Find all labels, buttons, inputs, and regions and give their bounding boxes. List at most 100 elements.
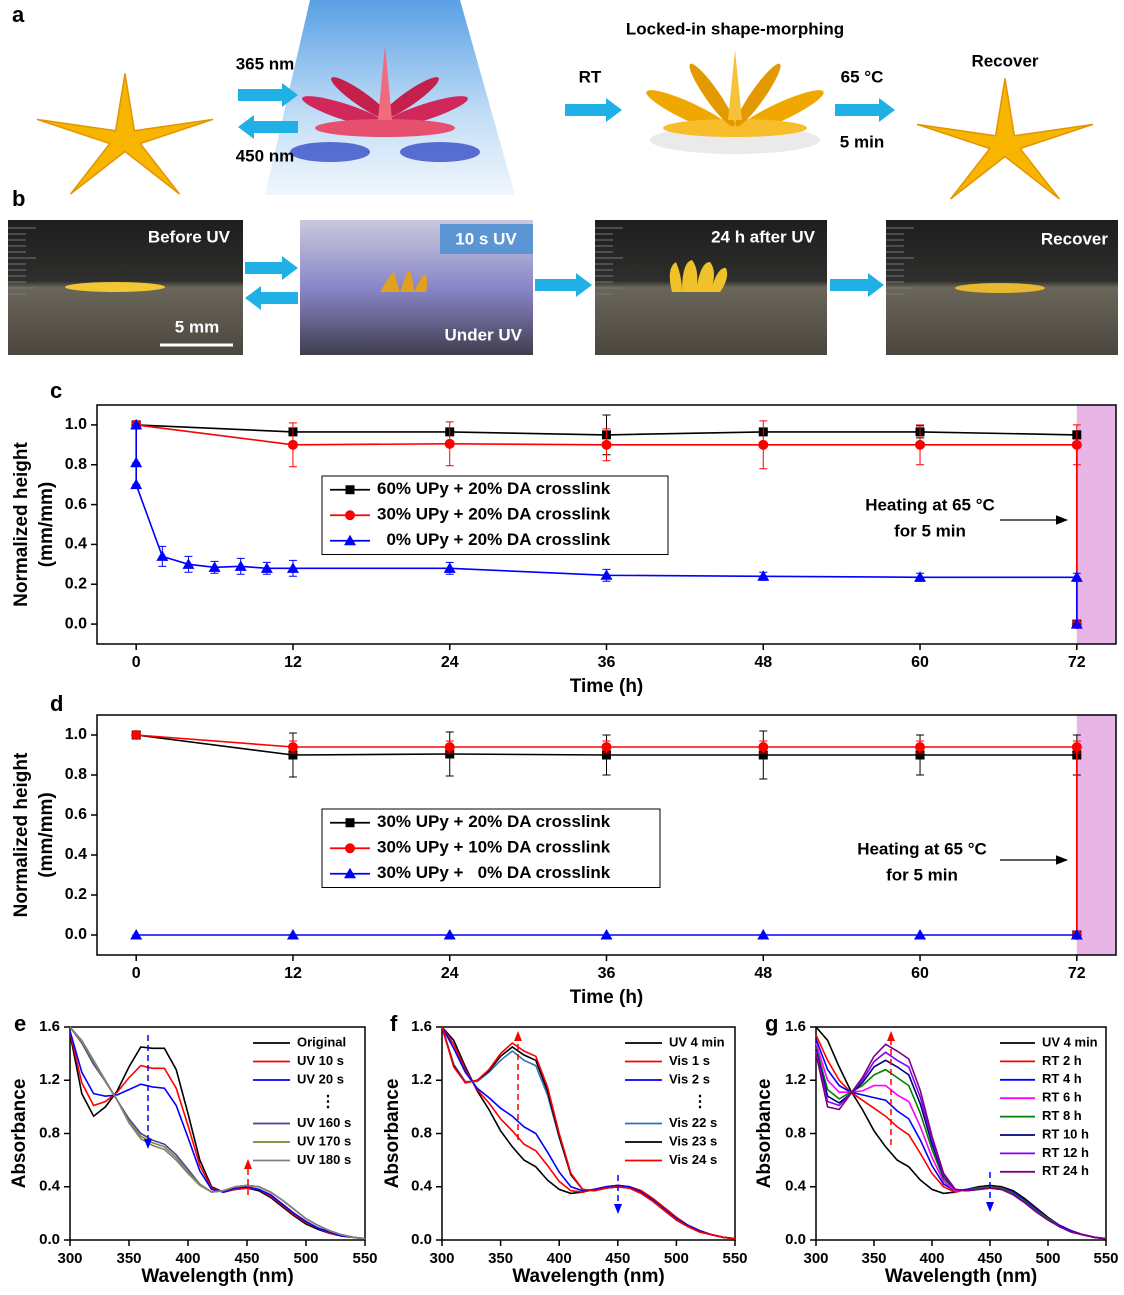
legend-ellipsis: ⋮ — [320, 1094, 336, 1111]
photo-label: Before UV — [148, 227, 231, 246]
x-tick-label: 550 — [1093, 1250, 1118, 1267]
y-tick-label: 0.4 — [65, 536, 87, 553]
y-tick-label: 0.4 — [39, 1178, 61, 1195]
y-axis-title: Normalized height — [11, 752, 32, 917]
legend-label: UV 170 s — [297, 1133, 351, 1148]
panel-label: b — [12, 186, 25, 211]
x-tick-label: 12 — [284, 654, 302, 671]
y-tick-label: 1.2 — [785, 1071, 806, 1088]
y-tick-label: 0.0 — [65, 926, 87, 943]
annotation: for 5 min — [886, 865, 958, 884]
y-tick-label: 0.4 — [65, 846, 87, 863]
condition-label: 65 °C — [841, 67, 884, 86]
legend-label: UV 160 s — [297, 1115, 351, 1130]
process-arrow — [830, 273, 884, 297]
y-tick-label: 0.0 — [411, 1231, 432, 1248]
panel-label: f — [390, 1011, 398, 1036]
x-tick-label: 500 — [293, 1250, 318, 1267]
data-point — [758, 440, 768, 450]
annotation: Heating at 65 °C — [857, 839, 987, 858]
x-tick-label: 60 — [911, 965, 929, 982]
panel-label: a — [12, 2, 25, 27]
heating-region — [1077, 715, 1116, 955]
x-tick-label: 72 — [1068, 654, 1086, 671]
legend-label: RT 24 h — [1042, 1163, 1089, 1178]
panel-label: c — [50, 378, 62, 403]
x-tick-label: 450 — [977, 1250, 1002, 1267]
x-tick-label: 350 — [488, 1250, 513, 1267]
process-arrow — [535, 273, 592, 297]
y-axis-title: Absorbance — [382, 1079, 403, 1189]
x-tick-label: 36 — [598, 654, 616, 671]
annotation: Heating at 65 °C — [865, 495, 995, 514]
panel-label: d — [50, 691, 63, 716]
legend-marker — [345, 510, 355, 520]
x-tick-label: 400 — [919, 1250, 944, 1267]
x-tick-label: 0 — [132, 965, 141, 982]
x-tick-label: 12 — [284, 965, 302, 982]
legend-label: 30% UPy + 20% DA crosslink — [377, 505, 611, 524]
legend-marker — [345, 843, 355, 853]
figure: a 365 nm 450 nm Locked-in shape-morphing… — [0, 0, 1124, 1295]
sample — [955, 283, 1045, 293]
y-tick-label: 0.2 — [65, 886, 87, 903]
data-point — [235, 560, 247, 571]
data-point — [288, 440, 298, 450]
data-point — [1072, 742, 1082, 752]
x-tick-label: 36 — [598, 965, 616, 982]
legend-label: RT 8 h — [1042, 1108, 1082, 1123]
y-tick-label: 0.8 — [65, 766, 87, 783]
legend-label: UV 4 min — [1042, 1034, 1098, 1049]
process-arrow — [245, 286, 298, 310]
legend-label: RT 12 h — [1042, 1145, 1089, 1160]
x-axis-title: Wavelength (nm) — [141, 1266, 293, 1287]
photo-label: Under UV — [445, 325, 523, 344]
photo-label: 24 h after UV — [711, 227, 816, 246]
x-tick-label: 500 — [1035, 1250, 1060, 1267]
legend-label: RT 6 h — [1042, 1090, 1082, 1105]
sample — [65, 282, 165, 292]
x-tick-label: 350 — [861, 1250, 886, 1267]
wavelength-label: 365 nm — [236, 54, 295, 73]
x-tick-label: 24 — [441, 654, 459, 671]
x-tick-label: 400 — [175, 1250, 200, 1267]
y-axis-title: Absorbance — [754, 1079, 775, 1189]
panel-label: e — [14, 1011, 26, 1036]
x-tick-label: 300 — [429, 1250, 454, 1267]
data-point — [130, 479, 142, 490]
trend-arrowhead — [986, 1202, 994, 1212]
y-axis-title: Normalized height — [11, 441, 32, 606]
x-tick-label: 300 — [57, 1250, 82, 1267]
x-tick-label: 300 — [803, 1250, 828, 1267]
x-tick-label: 0 — [132, 654, 141, 671]
annotation: for 5 min — [894, 521, 966, 540]
trend-arrowhead — [244, 1159, 252, 1169]
legend-label: Vis 22 s — [669, 1115, 717, 1130]
condition-label: RT — [579, 67, 602, 86]
shadow — [290, 142, 370, 162]
heating-region — [1077, 405, 1116, 644]
trend-arrowhead — [887, 1031, 895, 1041]
legend-label: 60% UPy + 20% DA crosslink — [377, 479, 611, 498]
process-arrow — [835, 98, 895, 122]
y-tick-label: 0.8 — [39, 1124, 60, 1141]
y-axis-title: (mm/mm) — [36, 482, 57, 568]
y-tick-label: 0.0 — [39, 1231, 60, 1248]
x-tick-label: 48 — [754, 654, 772, 671]
legend-marker — [346, 485, 355, 494]
y-tick-label: 1.2 — [39, 1071, 60, 1088]
legend-label: RT 4 h — [1042, 1071, 1082, 1086]
data-point — [758, 742, 768, 752]
y-tick-label: 1.6 — [39, 1018, 60, 1035]
shadow — [400, 142, 480, 162]
y-tick-label: 1.2 — [411, 1071, 432, 1088]
process-arrow — [245, 256, 298, 280]
y-tick-label: 0.6 — [65, 496, 87, 513]
x-tick-label: 550 — [722, 1250, 747, 1267]
y-tick-label: 1.0 — [65, 726, 87, 743]
y-tick-label: 0.4 — [785, 1178, 807, 1195]
data-point — [445, 742, 455, 752]
data-point — [288, 742, 298, 752]
x-tick-label: 48 — [754, 965, 772, 982]
x-axis-title: Wavelength (nm) — [512, 1266, 664, 1287]
